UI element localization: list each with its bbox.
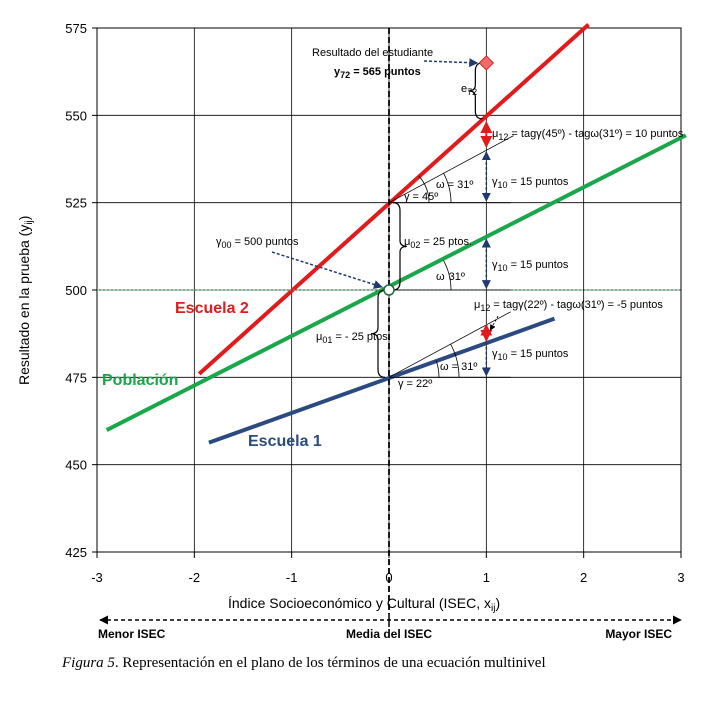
x-tick-label: -2 xyxy=(189,570,201,585)
y72-label: y72 = 565 puntos xyxy=(334,66,421,80)
y-tick-label: 475 xyxy=(65,370,87,385)
arc-omega-bottom xyxy=(450,343,460,378)
series-line-0 xyxy=(197,23,590,376)
isec-range: Menor ISEC Media del ISEC Mayor ISEC xyxy=(98,613,682,641)
series-line-2 xyxy=(208,316,556,445)
mu02-brace xyxy=(392,202,408,291)
figure-caption: Figura 5. Representación en el plano de … xyxy=(62,655,546,671)
student-result-label: Resultado del estudiante xyxy=(312,47,433,59)
multilevel-chart: -3-2-10123425450475500525550575 Escuela … xyxy=(16,21,687,641)
slope31-from-525 xyxy=(388,135,514,204)
omega-31-mid-label: ω 31º xyxy=(436,271,465,283)
series-label-escuela-2: Escuela 2 xyxy=(175,300,249,317)
x-axis-title: Índice Socioeconómico y Cultural (ISEC, … xyxy=(228,595,500,614)
series-line-1 xyxy=(105,133,687,432)
y-tick-label: 500 xyxy=(65,283,87,298)
y-tick-label: 575 xyxy=(65,21,87,36)
mu01-brace xyxy=(370,289,386,378)
slope31-from-475 xyxy=(388,311,511,378)
omega-31-top-label: ω = 31º xyxy=(436,179,473,191)
gamma00-pointer xyxy=(271,251,383,289)
y-tick-label: 550 xyxy=(65,108,87,123)
y-axis-title: Resultado en la prueba (yij) xyxy=(16,216,35,385)
gamma10-label-mid: γ10 = 15 puntos xyxy=(492,259,569,273)
x-tick-label: 1 xyxy=(483,570,490,585)
x-tick-label: 2 xyxy=(580,570,587,585)
gamma00-label: γ00 = 500 puntos xyxy=(216,236,299,250)
student-pointer xyxy=(423,58,479,68)
isec-high-label: Mayor ISEC xyxy=(605,627,672,641)
y-tick-label: 425 xyxy=(65,545,87,560)
mu02-label: μ02 = 25 ptos. xyxy=(404,236,472,250)
mu01-label: μ01 = - 25 ptos. xyxy=(316,331,391,345)
mu12-pointer xyxy=(489,315,499,331)
series-label-poblacion: Población xyxy=(102,372,178,389)
construction-lines xyxy=(97,28,681,614)
mu12-bottom-label: μ12 = tagγ(22º) - tagω(31º) = -5 puntos xyxy=(474,299,663,313)
student-point xyxy=(478,55,495,71)
series-lines xyxy=(105,23,687,445)
arc-omega-mid xyxy=(443,260,452,291)
e72-label: e72 xyxy=(461,83,477,97)
arc-omega-top xyxy=(443,173,452,203)
annotations: Resultado del estudiante y72 = 565 punto… xyxy=(216,47,684,390)
x-tick-label: -1 xyxy=(286,570,298,585)
arc-gamma22 xyxy=(435,360,440,378)
axis-ticks: -3-2-10123425450475500525550575 xyxy=(65,21,684,585)
isec-mean-label: Media del ISEC xyxy=(346,627,432,641)
x-tick-label: 3 xyxy=(677,570,684,585)
y-tick-label: 525 xyxy=(65,196,87,211)
omega-31-bottom-label: ω = 31º xyxy=(440,361,477,373)
arc-gamma45 xyxy=(418,175,430,203)
gamma-22-label: γ = 22º xyxy=(398,378,432,390)
mu12-top-label: μ12 = tagγ(45º) - tagω(31º) = 10 puntos xyxy=(492,128,684,142)
y-tick-label: 450 xyxy=(65,458,87,473)
gamma10-label-bottom: γ10 = 15 puntos xyxy=(492,348,569,362)
gamma-45-label: γ = 45º xyxy=(404,191,438,203)
isec-low-label: Menor ISEC xyxy=(98,627,166,641)
x-tick-label: -3 xyxy=(91,570,103,585)
gamma00-point xyxy=(383,284,395,296)
series-label-escuela-1: Escuela 1 xyxy=(248,433,322,450)
gamma10-label-top: γ10 = 15 puntos xyxy=(492,176,569,190)
